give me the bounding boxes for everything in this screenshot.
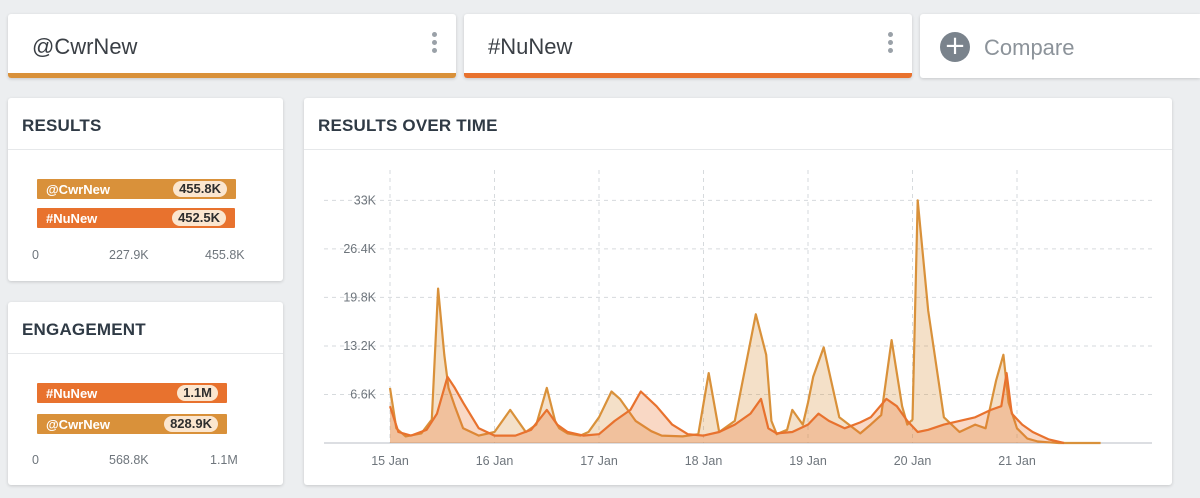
bar-value: 455.8K xyxy=(173,181,227,197)
divider xyxy=(304,149,1172,150)
x-tick-label: 21 Jan xyxy=(998,454,1036,468)
bar-label: @CwrNew xyxy=(46,417,110,432)
compare-button[interactable]: + Compare xyxy=(920,14,1200,78)
axis-label: 0 xyxy=(32,248,39,262)
engagement-card: ENGAGEMENT #NuNew 1.1M @CwrNew 828.9K 0 … xyxy=(8,302,283,485)
bar-label: #NuNew xyxy=(46,386,98,401)
y-tick-label: 13.2K xyxy=(343,339,376,353)
series-line-nunew xyxy=(388,372,1065,445)
series-line-cwrnew xyxy=(388,199,1101,445)
results-bar-nunew[interactable]: #NuNew 452.5K xyxy=(37,208,235,228)
bar-value: 828.9K xyxy=(164,416,218,432)
axis-label: 0 xyxy=(32,453,39,467)
results-over-time-card: RESULTS OVER TIME 6.6K 13.2K 19.8K 26.4K 33K… xyxy=(304,98,1172,485)
divider xyxy=(8,149,283,150)
more-options-icon[interactable] xyxy=(886,32,894,58)
y-tick-label: 26.4K xyxy=(343,242,376,256)
more-options-icon[interactable] xyxy=(430,32,438,58)
x-tick-label: 19 Jan xyxy=(789,454,827,468)
engagement-bar-cwrnew[interactable]: @CwrNew 828.9K xyxy=(37,414,227,434)
profile-tab-cwrnew[interactable]: @CwrNew xyxy=(8,14,456,78)
plus-icon: + xyxy=(940,32,970,62)
card-title: RESULTS xyxy=(22,116,102,135)
axis-label: 227.9K xyxy=(109,248,149,262)
axis-label: 1.1M xyxy=(210,453,238,467)
profile-tab-nunew[interactable]: #NuNew xyxy=(464,14,912,78)
bar-label: @CwrNew xyxy=(46,182,110,197)
divider xyxy=(8,353,283,354)
tab-color-indicator xyxy=(464,73,912,78)
x-tick-label: 18 Jan xyxy=(685,454,723,468)
bar-value: 1.1M xyxy=(177,385,218,401)
x-tick-label: 16 Jan xyxy=(476,454,514,468)
results-bar-cwrnew[interactable]: @CwrNew 455.8K xyxy=(37,179,236,199)
engagement-bar-nunew[interactable]: #NuNew 1.1M xyxy=(37,383,227,403)
results-card: RESULTS @CwrNew 455.8K #NuNew 452.5K 0 2… xyxy=(8,98,283,281)
y-tick-label: 6.6K xyxy=(350,387,376,401)
card-title: ENGAGEMENT xyxy=(22,320,146,339)
x-tick-label: 20 Jan xyxy=(894,454,932,468)
y-tick-label: 19.8K xyxy=(343,290,376,304)
bar-value: 452.5K xyxy=(172,210,226,226)
series-area-cwrnew xyxy=(390,200,1101,443)
x-tick-label: 15 Jan xyxy=(371,454,409,468)
tab-name: #NuNew xyxy=(488,34,573,59)
results-over-time-chart[interactable]: 6.6K 13.2K 19.8K 26.4K 33K 15 Jan 16 Jan 17 Jan… xyxy=(304,98,1172,485)
tab-color-indicator xyxy=(8,73,456,78)
series-area-nunew xyxy=(390,373,1064,443)
compare-label: Compare xyxy=(984,35,1075,60)
x-tick-label: 17 Jan xyxy=(580,454,618,468)
tab-name: @CwrNew xyxy=(32,34,138,59)
axis-label: 455.8K xyxy=(205,248,245,262)
y-tick-label: 33K xyxy=(354,193,377,207)
axis-label: 568.8K xyxy=(109,453,149,467)
card-title: RESULTS OVER TIME xyxy=(318,116,498,135)
bar-label: #NuNew xyxy=(46,211,98,226)
